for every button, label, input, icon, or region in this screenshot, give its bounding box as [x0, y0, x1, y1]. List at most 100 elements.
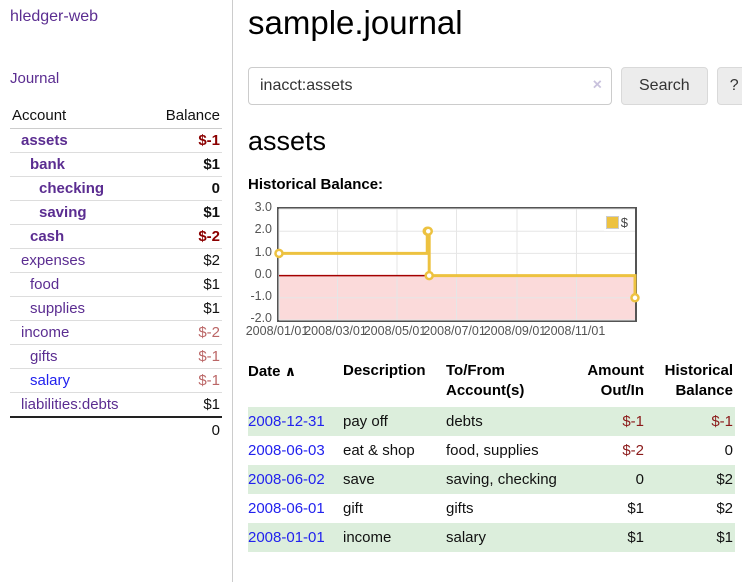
accounts-header-row: Account Balance — [10, 103, 222, 129]
register-header-balance: Historical Balance — [664, 362, 733, 400]
register-amount-cell: $1 — [627, 500, 644, 518]
clear-search-icon[interactable]: × — [592, 76, 602, 94]
search-button[interactable]: Search — [621, 67, 708, 106]
chart-title: Historical Balance: — [248, 176, 384, 194]
account-link[interactable]: gifts — [30, 348, 58, 365]
account-row: salary $-1 — [10, 368, 222, 393]
register-row[interactable]: 2008-06-03 eat & shop food, supplies $-2 0 — [248, 436, 735, 465]
sidebar: hledger-web Journal Account Balance asse… — [0, 0, 233, 582]
register-row[interactable]: 2008-06-02 save saving, checking 0 $2 — [248, 465, 735, 495]
accounts-total-row: 0 — [10, 416, 222, 442]
register-accounts-cell: gifts — [446, 500, 474, 518]
chart-plot-area[interactable]: $ — [274, 207, 640, 323]
account-row: supplies $1 — [10, 296, 222, 321]
register-date-cell: 2008-12-31 — [248, 407, 343, 436]
account-link[interactable]: saving — [39, 204, 87, 221]
register-date-cell: 2008-06-03 — [248, 436, 343, 465]
account-balance: $-2 — [116, 224, 222, 249]
sort-ascending-icon: ∧ — [284, 363, 297, 380]
account-name-cell: income — [10, 320, 116, 345]
transaction-date-link[interactable]: 2008-06-03 — [248, 442, 325, 460]
account-row: checking 0 — [10, 176, 222, 201]
account-name-cell: cash — [10, 224, 116, 249]
account-row: income $-2 — [10, 320, 222, 345]
register-header-date-label: Date — [248, 363, 281, 381]
register-header-description: Description — [343, 362, 426, 380]
accounts-header-balance: Balance — [116, 103, 222, 129]
register-header-date[interactable]: Date ∧ — [248, 357, 343, 407]
register-accounts-cell: debts — [446, 413, 483, 431]
account-balance: $-1 — [116, 128, 222, 153]
account-row: gifts $-1 — [10, 344, 222, 369]
x-tick-label: 2008/11/01 — [543, 324, 606, 339]
register-accounts-cell: food, supplies — [446, 442, 539, 460]
register-balance-cell: $2 — [716, 500, 733, 518]
register-description-cell: eat & shop — [343, 442, 415, 460]
register-balance-cell: 0 — [724, 442, 733, 460]
register-row[interactable]: 2008-01-01 income salary $1 $1 — [248, 523, 735, 553]
y-tick-label: 2.0 — [254, 222, 272, 237]
help-button[interactable]: ? — [716, 67, 742, 106]
account-balance: $1 — [116, 296, 222, 321]
account-balance: 0 — [116, 176, 222, 201]
account-balance: $1 — [116, 272, 222, 297]
accounts-table: Account Balance assets $-1 bank $1 checking 0… — [10, 103, 222, 442]
account-name-cell: saving — [10, 200, 116, 225]
account-link[interactable]: liabilities:debts — [21, 396, 119, 413]
historical-balance-chart[interactable]: 3.0 2.0 1.0 0.0 -1.0 -2.0 $ 2008/01/01 2008/03… — [245, 200, 738, 342]
y-tick-label: 1.0 — [254, 244, 272, 259]
account-row: saving $1 — [10, 200, 222, 225]
account-link[interactable]: supplies — [30, 300, 86, 317]
register-amount-cell: $-1 — [622, 413, 644, 431]
account-row: expenses $2 — [10, 248, 222, 273]
account-link[interactable]: food — [30, 276, 60, 293]
account-row: liabilities:debts $1 — [10, 392, 222, 418]
account-link[interactable]: bank — [30, 156, 66, 173]
account-balance: $2 — [116, 248, 222, 273]
register-row[interactable]: 2008-06-01 gift gifts $1 $2 — [248, 494, 735, 523]
account-balance: $1 — [116, 152, 222, 177]
account-link[interactable]: salary — [30, 372, 71, 389]
transaction-date-link[interactable]: 2008-06-01 — [248, 500, 325, 518]
register-accounts-cell: salary — [446, 529, 487, 547]
register-header-amount: Amount Out/In — [587, 362, 644, 400]
account-link[interactable]: checking — [39, 180, 105, 197]
brand-link[interactable]: hledger-web — [10, 8, 99, 25]
register-description-cell: gift — [343, 500, 364, 518]
account-balance: $-1 — [116, 368, 222, 393]
account-link[interactable]: expenses — [21, 252, 86, 269]
accounts-total-spacer — [10, 416, 116, 442]
account-link[interactable]: cash — [30, 228, 65, 245]
x-tick-label: 2008/03/01 — [304, 324, 367, 339]
account-name-cell: salary — [10, 368, 116, 393]
account-balance: $-1 — [116, 344, 222, 369]
account-name-cell: expenses — [10, 248, 116, 273]
register-row[interactable]: 2008-12-31 pay off debts $-1 $-1 — [248, 407, 735, 437]
register-balance-cell: $-1 — [711, 413, 733, 431]
search-input[interactable] — [248, 67, 612, 106]
transaction-date-link[interactable]: 2008-06-02 — [248, 471, 325, 489]
register-table: Date ∧ Description To/From Account(s) Amo… — [248, 357, 735, 553]
account-link[interactable]: income — [21, 324, 70, 341]
legend-swatch-icon — [605, 216, 619, 230]
register-description-cell: income — [343, 529, 392, 547]
nav-journal-link[interactable]: Journal — [10, 70, 60, 87]
register-date-cell: 2008-06-02 — [248, 465, 343, 494]
register-header-row: Date ∧ Description To/From Account(s) Amo… — [248, 357, 735, 407]
account-link[interactable]: assets — [21, 132, 68, 149]
transaction-date-link[interactable]: 2008-01-01 — [248, 529, 325, 547]
chart-legend: $ — [603, 214, 630, 232]
x-tick-label: 2008/01/01 — [245, 324, 309, 339]
account-row: food $1 — [10, 272, 222, 297]
account-row: cash $-2 — [10, 224, 222, 249]
search-input-wrap: × — [248, 67, 612, 106]
account-heading: assets — [248, 126, 327, 157]
register-date-cell: 2008-06-01 — [248, 494, 343, 523]
account-name-cell: checking — [10, 176, 116, 201]
register-amount-cell: 0 — [635, 471, 644, 489]
account-name-cell: food — [10, 272, 116, 297]
register-date-cell: 2008-01-01 — [248, 523, 343, 552]
x-tick-label: 2008/05/01 — [363, 324, 427, 339]
transaction-date-link[interactable]: 2008-12-31 — [248, 413, 325, 431]
